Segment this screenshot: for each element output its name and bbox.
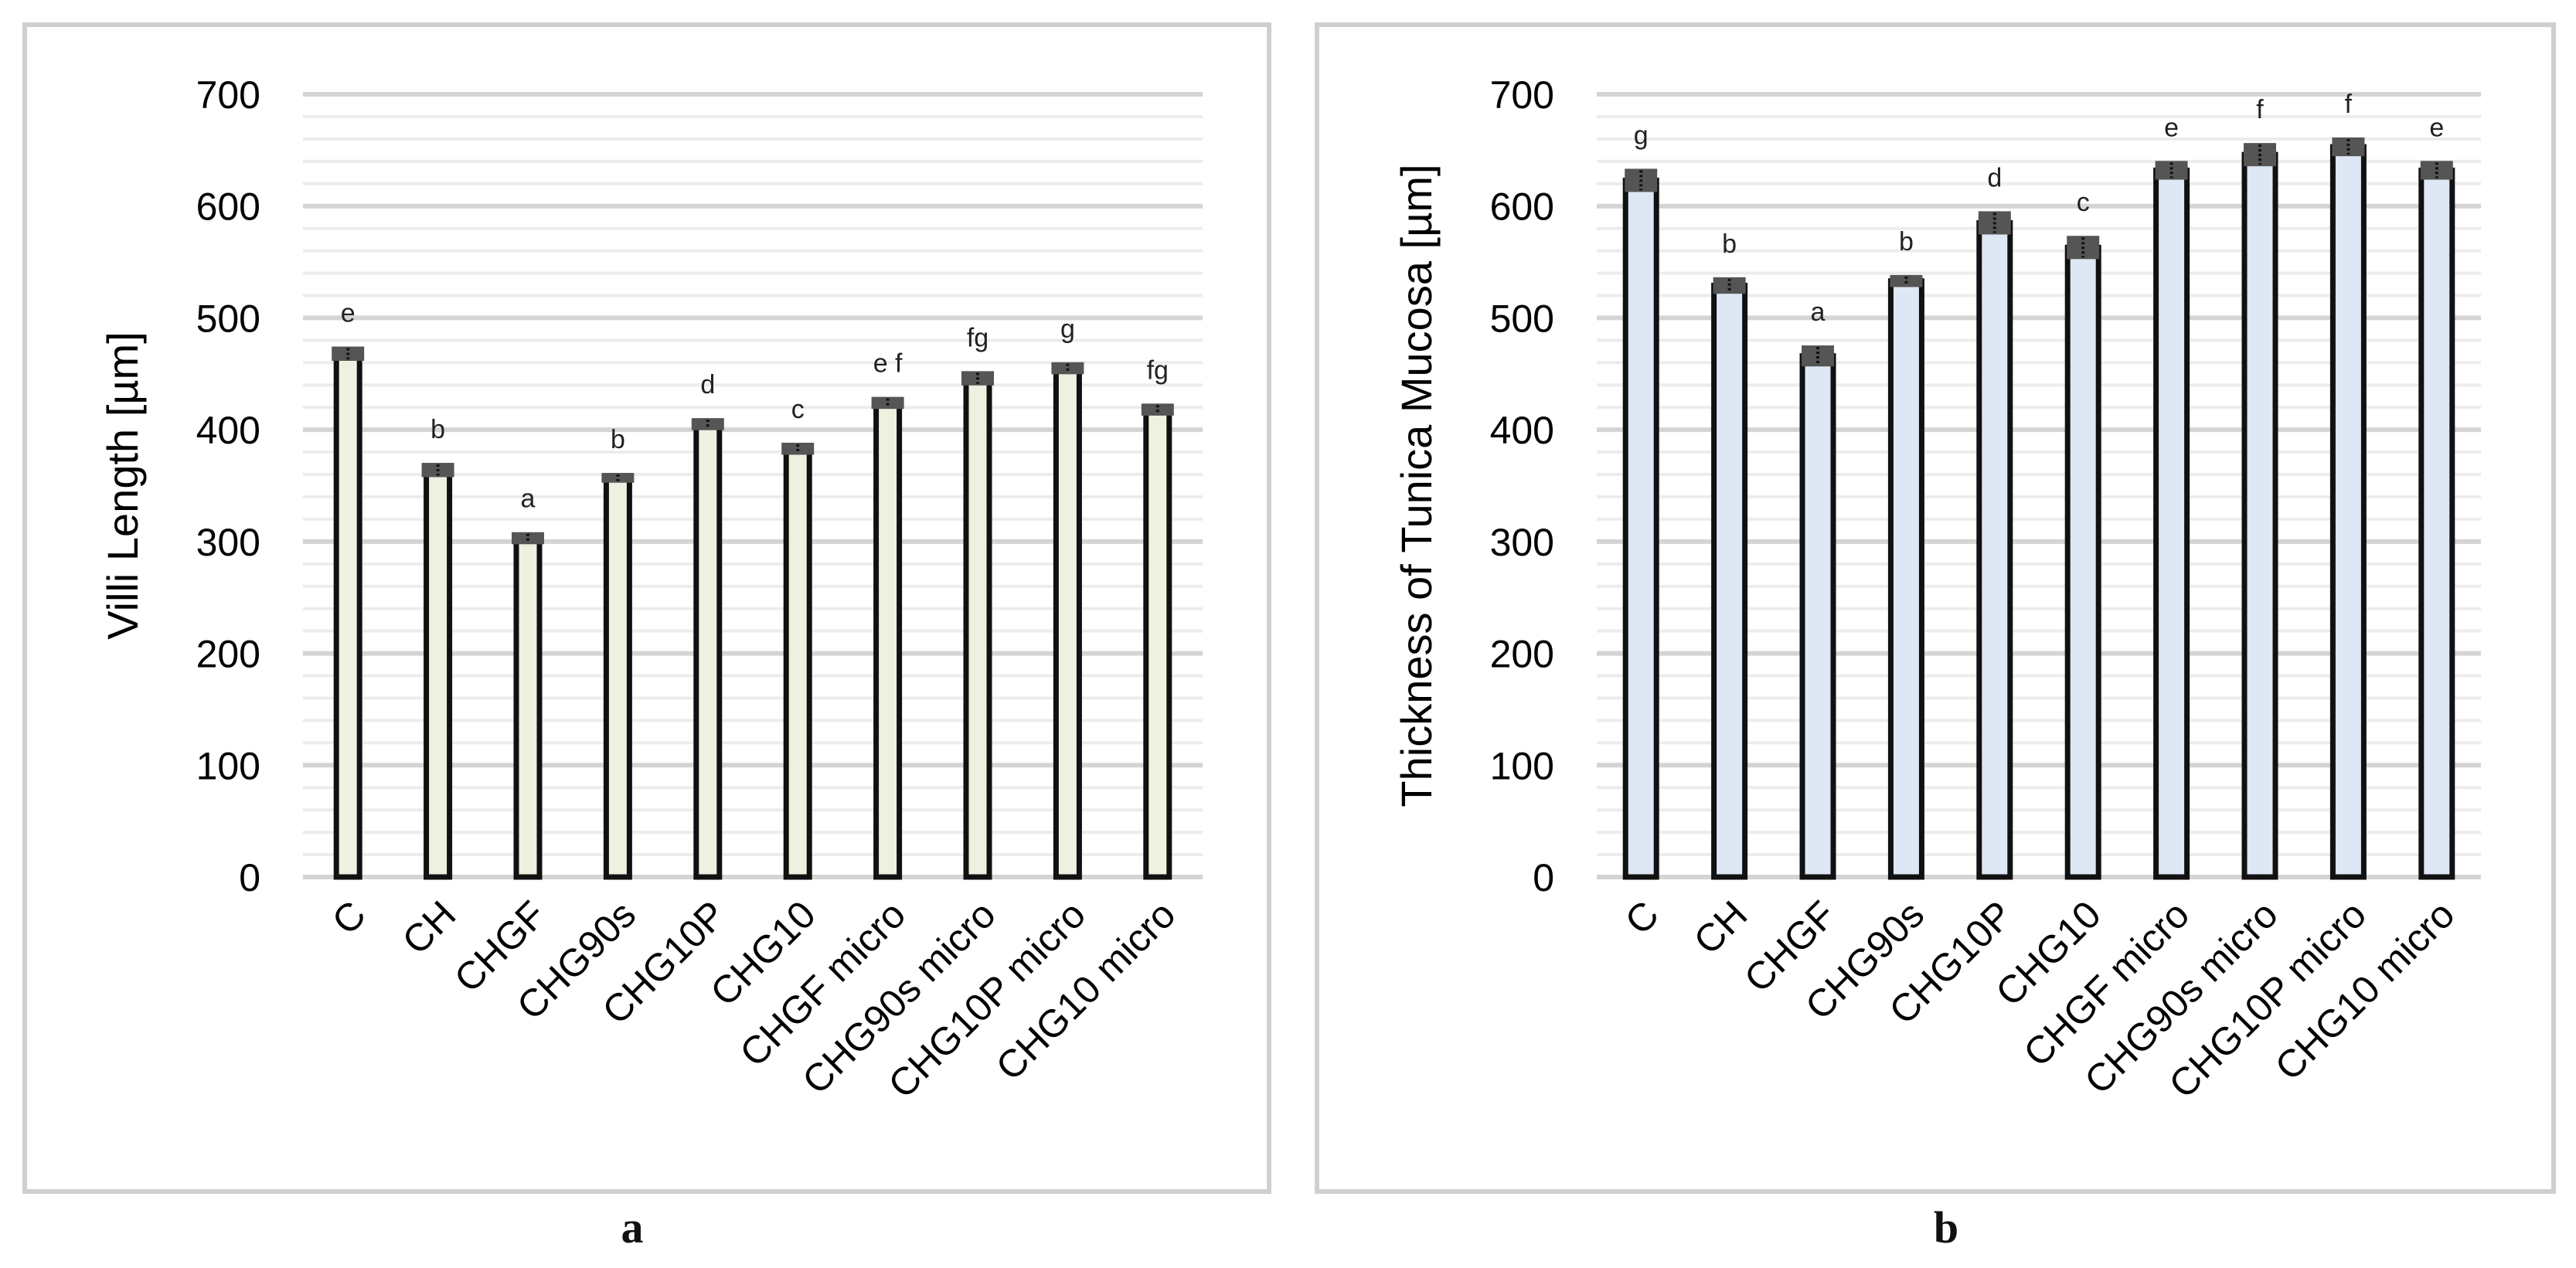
bar bbox=[1887, 278, 1924, 880]
error-bar bbox=[601, 473, 635, 483]
panel-caption-a: a bbox=[621, 1202, 644, 1253]
y-tick-label: 100 bbox=[1490, 744, 1554, 787]
y-tick-label: 700 bbox=[1490, 73, 1554, 117]
panel-caption-b: b bbox=[1933, 1202, 1959, 1253]
bar bbox=[2418, 167, 2455, 880]
bar bbox=[333, 351, 362, 880]
bar bbox=[783, 446, 812, 880]
bar bbox=[1799, 353, 1836, 880]
significance-label: f bbox=[2345, 90, 2353, 119]
significance-label: c bbox=[2077, 188, 2090, 217]
bar bbox=[1976, 219, 2013, 880]
significance-label: d bbox=[1987, 163, 2002, 192]
significance-label: fg bbox=[1147, 355, 1169, 385]
significance-label: a bbox=[521, 484, 536, 514]
bar bbox=[2241, 151, 2278, 880]
significance-label: e bbox=[341, 299, 356, 328]
significance-label: g bbox=[1634, 121, 1649, 150]
bar bbox=[873, 399, 903, 880]
significance-label: b bbox=[430, 415, 445, 444]
bar bbox=[963, 376, 992, 880]
y-tick-label: 400 bbox=[1490, 409, 1554, 452]
y-tick-label: 700 bbox=[196, 73, 260, 117]
y-tick-label: 600 bbox=[1490, 185, 1554, 229]
y-tick-label: 500 bbox=[196, 297, 260, 340]
y-tick-label: 400 bbox=[196, 409, 260, 452]
bar bbox=[1143, 406, 1172, 880]
significance-label: e bbox=[2429, 113, 2444, 142]
significance-label: d bbox=[700, 370, 715, 399]
y-tick-label: 300 bbox=[196, 521, 260, 564]
bar bbox=[1053, 365, 1082, 880]
bar bbox=[424, 467, 453, 880]
significance-label: g bbox=[1060, 314, 1075, 344]
significance-label: b bbox=[1899, 227, 1914, 257]
significance-label: f bbox=[2256, 95, 2264, 124]
error-bar bbox=[781, 442, 815, 455]
y-tick-label: 0 bbox=[239, 856, 260, 899]
y-tick-label: 0 bbox=[1533, 856, 1554, 899]
error-bar bbox=[1051, 362, 1084, 375]
error-bar bbox=[871, 396, 904, 410]
bar bbox=[693, 421, 723, 880]
y-tick-label: 200 bbox=[1490, 633, 1554, 676]
y-tick-label: 100 bbox=[196, 744, 260, 787]
y-axis-title: Villi Length [µm] bbox=[98, 331, 147, 640]
bar bbox=[2153, 167, 2190, 880]
significance-label: b bbox=[1722, 229, 1737, 259]
significance-label: fg bbox=[967, 323, 989, 352]
significance-label: e bbox=[2164, 113, 2179, 142]
bar bbox=[513, 535, 543, 880]
error-bar bbox=[512, 532, 544, 545]
y-tick-label: 200 bbox=[196, 633, 260, 676]
bar bbox=[1622, 177, 1659, 880]
bar bbox=[2064, 244, 2101, 880]
y-axis-title: Thickness of Tunica Mucosa [µm] bbox=[1392, 164, 1441, 807]
significance-label: c bbox=[791, 395, 805, 424]
bar bbox=[603, 474, 632, 880]
error-bar bbox=[1890, 274, 1923, 287]
significance-label: b bbox=[611, 425, 625, 454]
bar bbox=[1711, 282, 1748, 880]
y-tick-label: 600 bbox=[196, 185, 260, 229]
significance-label: a bbox=[1811, 297, 1826, 327]
y-tick-label: 300 bbox=[1490, 521, 1554, 564]
y-tick-label: 500 bbox=[1490, 297, 1554, 340]
bar bbox=[2329, 144, 2367, 880]
error-bar bbox=[691, 418, 724, 430]
significance-label: e f bbox=[873, 349, 903, 379]
error-bar bbox=[1141, 403, 1174, 416]
